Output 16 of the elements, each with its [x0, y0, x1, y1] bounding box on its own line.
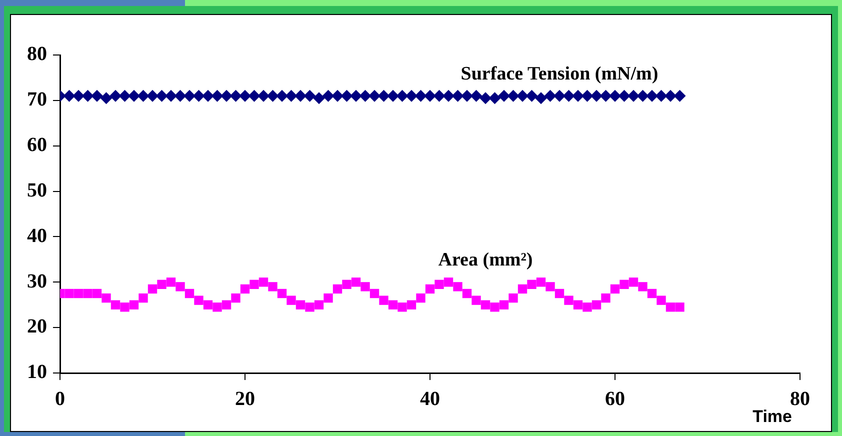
- y-tick-label: 70: [27, 88, 47, 111]
- y-tick-label: 60: [27, 134, 47, 156]
- series-label: Area (mm²): [438, 250, 533, 271]
- y-tick-label: 30: [27, 270, 47, 292]
- x-tick-label: 20: [235, 388, 255, 410]
- series-label: Surface Tension (mN/m): [460, 63, 658, 84]
- y-tick-label: 10: [27, 361, 47, 384]
- x-tick-label: 80: [790, 388, 810, 410]
- x-tick-label: 60: [605, 388, 625, 410]
- x-tick-label: 0: [55, 388, 65, 410]
- y-tick-label: 40: [27, 224, 47, 247]
- y-tick-label: 80: [27, 43, 47, 66]
- x-axis-title: Time: [752, 407, 792, 426]
- y-tick-label: 50: [27, 179, 47, 202]
- y-tick-label: 20: [27, 316, 47, 338]
- x-tick-label: 40: [420, 388, 440, 410]
